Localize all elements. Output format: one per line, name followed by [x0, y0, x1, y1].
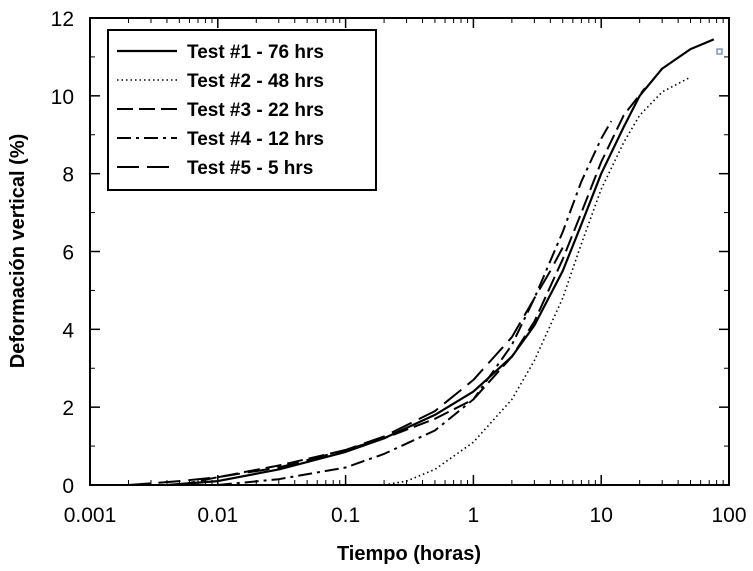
series-line-5 — [128, 247, 564, 486]
y-tick-label: 0 — [62, 475, 74, 498]
series-layer — [128, 38, 715, 487]
legend-label-4: Test #4 - 12 hrs — [187, 129, 324, 150]
x-tick-label: 100 — [711, 504, 746, 527]
legend-label-2: Test #2 - 48 hrs — [187, 71, 324, 92]
x-tick-label: 0.01 — [197, 504, 238, 527]
legend-label-1: Test #1 - 76 hrs — [187, 42, 324, 63]
y-tick-label: 6 — [62, 242, 74, 265]
y-tick-label: 10 — [51, 86, 74, 109]
y-axis: 0 2 4 6 8 10 12 — [51, 8, 729, 498]
y-tick-label: 4 — [62, 319, 74, 342]
series-line-4 — [217, 120, 613, 486]
y-tick-label: 2 — [62, 397, 74, 420]
legend: Test #1 - 76 hrs Test #2 - 48 hrs Test #3 … — [107, 29, 377, 191]
x-tick-label: 0.1 — [331, 504, 360, 527]
corner-marker — [716, 48, 723, 55]
legend-label-5: Test #5 - 5 hrs — [187, 158, 313, 179]
series-line-1 — [166, 38, 715, 487]
legend-label-3: Test #3 - 22 hrs — [187, 100, 324, 121]
x-tick-label: 0.001 — [64, 504, 117, 527]
y-axis-title: Deformación vertical (%) — [7, 134, 29, 369]
x-tick-label: 10 — [590, 504, 613, 527]
x-axis-title: Tiempo (horas) — [337, 543, 481, 565]
x-tick-label: 1 — [468, 504, 480, 527]
x-axis: 0.001 0.01 0.1 1 10 100 — [64, 18, 747, 527]
y-tick-label: 12 — [51, 8, 74, 31]
y-tick-label: 8 — [62, 164, 74, 187]
series-line-3 — [179, 87, 646, 486]
